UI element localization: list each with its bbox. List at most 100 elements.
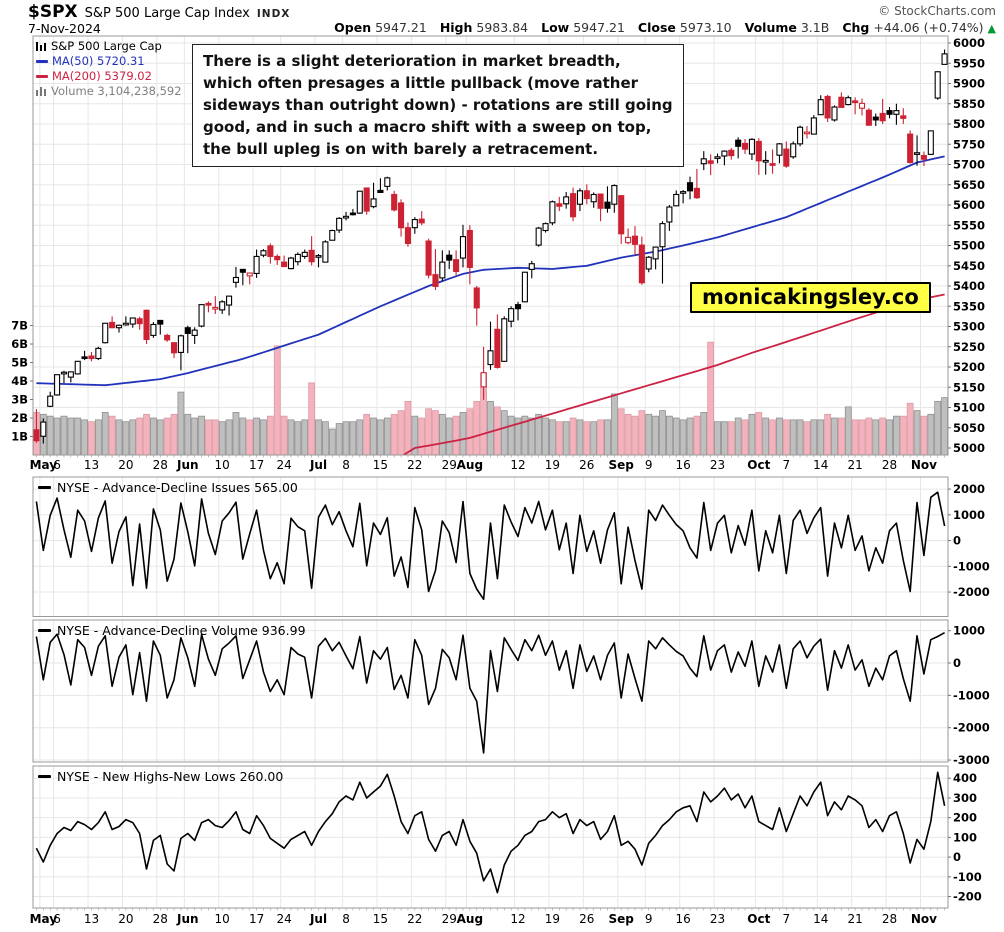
svg-text:6B: 6B: [11, 337, 28, 351]
ma200-line: [401, 293, 945, 455]
svg-text:14: 14: [813, 458, 828, 472]
ma50-line: [36, 155, 945, 387]
close-label: Close: [637, 20, 676, 35]
svg-text:6: 6: [53, 458, 61, 472]
panel-1-line: [35, 631, 945, 754]
quote-row: Open 5947.21 High 5983.84 Low 5947.21 Close…: [334, 20, 996, 35]
svg-text:19: 19: [545, 458, 560, 472]
svg-text:-200: -200: [953, 890, 982, 904]
svg-text:May: May: [30, 458, 58, 472]
panel-ad-volume-title-text: NYSE - Advance-Decline Volume 936.99: [57, 623, 306, 638]
svg-text:5500: 5500: [953, 239, 985, 253]
svg-text:10: 10: [215, 912, 230, 926]
panel-0-layer: 2000 1000 0 -1000 -2000: [32, 476, 990, 617]
svg-text:Nov: Nov: [911, 458, 937, 472]
svg-text:300: 300: [953, 791, 977, 805]
svg-text:May: May: [30, 912, 58, 926]
svg-text:29: 29: [442, 912, 457, 926]
panel-line-dash-icon: [38, 775, 51, 778]
ma50-legend-label: MA(50) 5720.31: [52, 54, 145, 68]
svg-text:0: 0: [953, 850, 961, 864]
panel-ad-issues-title-text: NYSE - Advance-Decline Issues 565.00: [57, 480, 298, 495]
svg-text:Jul: Jul: [309, 912, 327, 926]
svg-text:-100: -100: [953, 870, 982, 884]
candles-layer: [33, 49, 948, 444]
svg-text:28: 28: [882, 458, 897, 472]
svg-text:8: 8: [342, 458, 350, 472]
chg-up-arrow-icon: ▲: [987, 22, 996, 35]
svg-text:23: 23: [710, 458, 725, 472]
panel-0-line: [35, 491, 946, 601]
volume-value: 3.1B: [800, 20, 830, 35]
svg-text:3B: 3B: [11, 393, 28, 407]
svg-text:400: 400: [953, 771, 977, 785]
panel-nhnl-title: NYSE - New Highs-New Lows 260.00: [38, 769, 283, 784]
svg-text:5050: 5050: [953, 421, 985, 435]
volume-label: Volume: [744, 20, 797, 35]
ma-lines-layer: [36, 155, 945, 455]
svg-text:200: 200: [953, 811, 977, 825]
svg-text:100: 100: [953, 830, 977, 844]
x-axis-labels-layer: MayMay66131320202828JunJun101017172424Ju…: [30, 455, 945, 926]
svg-text:24: 24: [276, 458, 291, 472]
svg-text:5350: 5350: [953, 299, 985, 313]
svg-text:5150: 5150: [953, 380, 985, 394]
svg-text:-3000: -3000: [953, 753, 990, 767]
svg-text:Sep: Sep: [609, 912, 635, 926]
svg-text:12: 12: [510, 912, 525, 926]
svg-text:5900: 5900: [953, 77, 985, 91]
symbol-name: S&P 500 Large Cap Index: [84, 6, 250, 21]
svg-text:5250: 5250: [953, 340, 985, 354]
svg-text:7B: 7B: [11, 319, 28, 333]
panel-ad-issues-title: NYSE - Advance-Decline Issues 565.00: [38, 480, 298, 495]
open-value: 5947.21: [375, 20, 427, 35]
svg-text:16: 16: [675, 912, 690, 926]
svg-text:15: 15: [373, 458, 388, 472]
chg-label: Chg: [842, 20, 870, 35]
svg-text:6: 6: [53, 912, 61, 926]
svg-text:9: 9: [645, 458, 653, 472]
svg-text:9: 9: [645, 912, 653, 926]
svg-text:7: 7: [783, 912, 791, 926]
symbol: $SPX: [28, 2, 78, 22]
svg-text:14: 14: [813, 912, 828, 926]
svg-text:1B: 1B: [11, 430, 28, 444]
stockcharts-credit: © StockCharts.com: [878, 4, 996, 18]
panel-nhnl-title-text: NYSE - New Highs-New Lows 260.00: [57, 769, 284, 784]
svg-text:0: 0: [953, 656, 961, 670]
low-value: 5947.21: [573, 20, 625, 35]
svg-text:5550: 5550: [953, 218, 985, 232]
svg-text:21: 21: [847, 458, 862, 472]
high-value: 5983.84: [476, 20, 529, 35]
svg-text:28: 28: [153, 912, 168, 926]
svg-text:28: 28: [153, 458, 168, 472]
svg-text:Jun: Jun: [176, 458, 199, 472]
svg-text:5950: 5950: [953, 56, 985, 70]
svg-text:-2000: -2000: [953, 585, 990, 599]
svg-text:10: 10: [215, 458, 230, 472]
ma50-dash-icon: [36, 60, 48, 63]
svg-text:15: 15: [373, 912, 388, 926]
chart-date: 7-Nov-2024: [28, 21, 101, 36]
panel-ad-volume-title: NYSE - Advance-Decline Volume 936.99: [38, 623, 306, 638]
svg-text:5850: 5850: [953, 97, 985, 111]
svg-text:Aug: Aug: [457, 458, 483, 472]
chart-title: $SPX S&P 500 Large Cap Index INDX: [28, 2, 290, 22]
svg-text:5800: 5800: [953, 117, 985, 131]
svg-text:21: 21: [847, 912, 862, 926]
panel-2-layer: 400 300 200 100 0 -100 -200: [32, 765, 982, 909]
series-icon: [36, 42, 47, 51]
svg-text:1000: 1000: [953, 508, 985, 522]
svg-text:26: 26: [579, 912, 594, 926]
svg-text:24: 24: [276, 912, 291, 926]
svg-text:20: 20: [118, 458, 133, 472]
svg-text:22: 22: [407, 458, 422, 472]
svg-text:Oct: Oct: [747, 458, 770, 472]
svg-text:2B: 2B: [11, 411, 28, 425]
svg-text:26: 26: [579, 458, 594, 472]
svg-text:5300: 5300: [953, 320, 985, 334]
svg-text:Oct: Oct: [747, 912, 770, 926]
svg-text:0: 0: [953, 534, 961, 548]
